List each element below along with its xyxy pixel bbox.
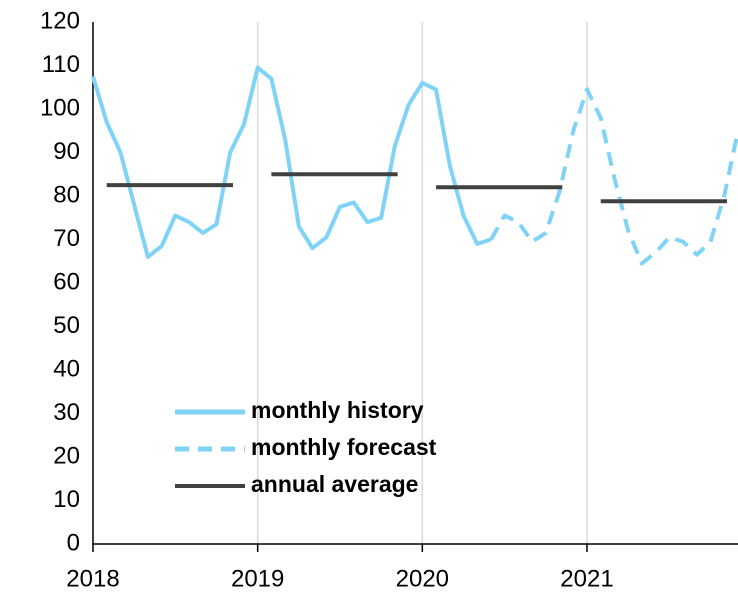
- line-series: [489, 87, 738, 266]
- y-tick-label: 30: [53, 399, 80, 426]
- y-tick-label: 20: [53, 442, 80, 469]
- legend-label: monthly forecast: [251, 434, 437, 460]
- y-tick-label: 10: [53, 486, 80, 513]
- y-tick-label: 60: [53, 268, 80, 295]
- x-tick-label: 2019: [231, 565, 284, 592]
- y-tick-label: 110: [42, 51, 80, 78]
- y-tick-label: 120: [40, 7, 80, 34]
- y-tick-label: 50: [53, 312, 80, 339]
- y-tick-label: 80: [53, 181, 80, 208]
- x-tick-label: 2021: [560, 565, 613, 592]
- y-tick-label: 100: [40, 94, 80, 121]
- line-series: [91, 65, 492, 259]
- legend-label: annual average: [251, 471, 418, 497]
- y-tick-label: 40: [53, 355, 80, 382]
- x-tick-label: 2020: [396, 565, 449, 592]
- y-tick-label: 70: [53, 225, 80, 252]
- legend-label: monthly history: [251, 397, 424, 423]
- y-tick-label: 0: [67, 529, 80, 556]
- y-tick-label: 90: [53, 138, 80, 165]
- x-tick-label: 2018: [66, 565, 119, 592]
